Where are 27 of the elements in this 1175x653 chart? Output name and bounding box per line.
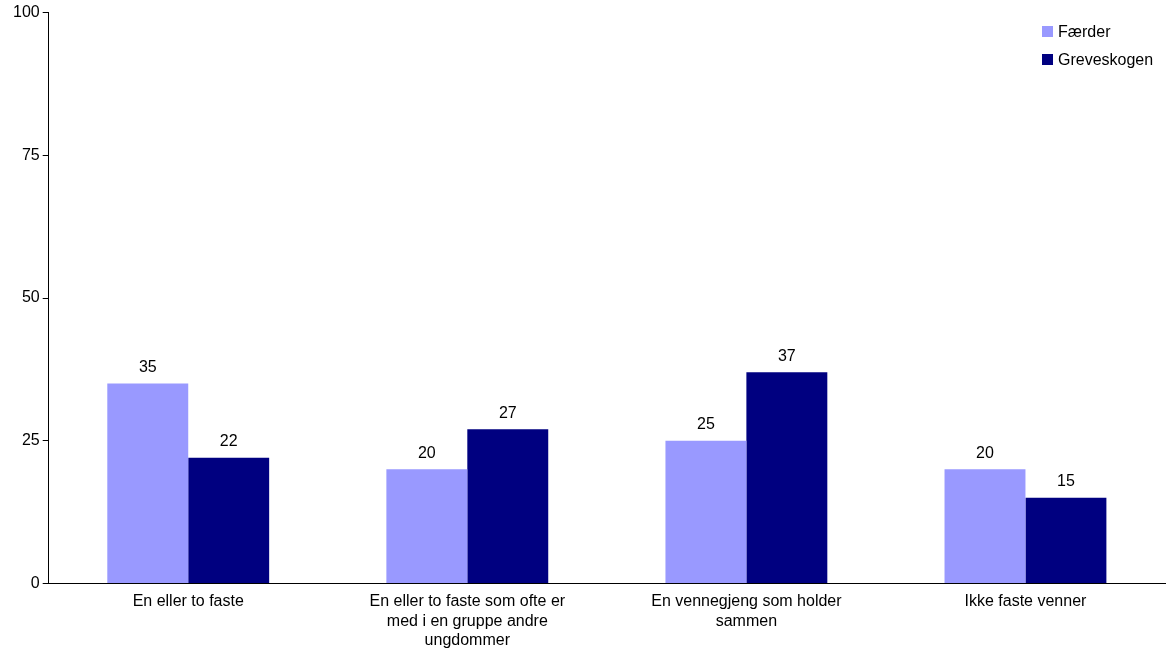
x-tick-label: En vennegjeng som holder sammen	[651, 592, 843, 629]
data-label: 15	[1057, 472, 1075, 490]
data-label: 20	[976, 443, 994, 461]
bar	[1025, 497, 1107, 583]
bar	[467, 429, 549, 583]
data-label: 37	[777, 346, 796, 364]
bar	[944, 469, 1026, 583]
data-label: 22	[219, 432, 238, 450]
y-tick-label: 75	[21, 145, 40, 163]
bar	[665, 440, 747, 583]
bar	[107, 383, 189, 583]
x-tick-label: Ikke faste venner	[964, 592, 1088, 610]
bar	[746, 372, 828, 583]
x-tick-label: En eller to faste som ofte er med i en gruppe andre ungdommer	[369, 592, 566, 648]
legend-label: Greveskogen	[1058, 50, 1154, 69]
data-label: 35	[138, 358, 157, 376]
y-tick-label: 50	[21, 288, 40, 306]
data-label: 25	[697, 415, 715, 433]
bar	[386, 469, 468, 583]
data-label: 20	[417, 443, 436, 461]
y-tick-label: 100	[12, 3, 40, 21]
y-tick-label: 25	[21, 431, 40, 449]
bar	[188, 457, 270, 583]
data-label: 27	[498, 403, 517, 421]
y-tick-label: 0	[30, 573, 40, 591]
x-tick-label: En eller to faste	[132, 592, 244, 610]
legend-label: Færder	[1058, 22, 1111, 41]
